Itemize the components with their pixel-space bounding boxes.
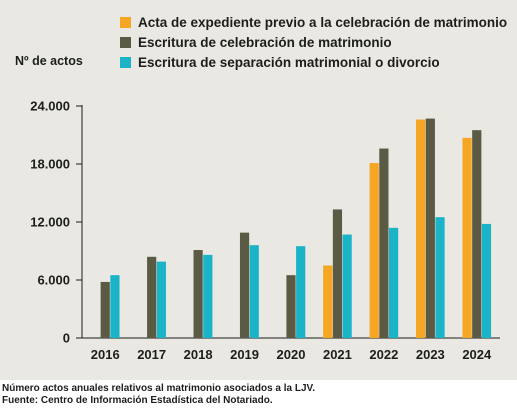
bar bbox=[332, 209, 343, 338]
bar bbox=[472, 130, 482, 338]
legend-swatch-escritura-celebracion bbox=[120, 36, 131, 48]
y-tick-label: 6.000 bbox=[37, 273, 70, 288]
legend-item-acta: Acta de expediente previo a la celebraci… bbox=[120, 12, 507, 32]
bar bbox=[100, 281, 110, 338]
bar bbox=[462, 137, 472, 338]
y-tick-label: 12.000 bbox=[30, 215, 70, 230]
legend-label-escritura-celebracion: Escritura de celebración de matrimonio bbox=[138, 34, 392, 50]
bar bbox=[239, 232, 250, 338]
y-tick-label: 0 bbox=[63, 331, 70, 346]
footer-note: Número actos anuales relativos al matrim… bbox=[2, 383, 316, 394]
x-tick-label: 2019 bbox=[230, 347, 259, 362]
legend: Acta de expediente previo a la celebraci… bbox=[120, 12, 507, 72]
x-tick-label: 2022 bbox=[369, 347, 398, 362]
legend-label-acta: Acta de expediente previo a la celebraci… bbox=[138, 14, 508, 30]
bar bbox=[147, 256, 157, 338]
legend-item-escritura-celebracion: Escritura de celebración de matrimonio bbox=[120, 32, 507, 52]
bar bbox=[342, 234, 352, 338]
bar bbox=[379, 148, 389, 338]
x-tick-label: 2018 bbox=[184, 347, 213, 362]
legend-swatch-acta bbox=[120, 16, 131, 28]
x-tick-label: 2017 bbox=[137, 347, 166, 362]
footer: Número actos anuales relativos al matrim… bbox=[2, 383, 315, 407]
x-tick-label: 2021 bbox=[323, 347, 352, 362]
x-tick-label: 2024 bbox=[462, 347, 492, 362]
bar bbox=[110, 275, 120, 338]
x-tick-label: 2020 bbox=[277, 347, 306, 362]
bar-chart: 0 6.000 12.000 18.000 24.000 2016 2017 2018 2019… bbox=[30, 99, 500, 362]
footer-source: Fuente: Centro de Información Estadístic… bbox=[2, 395, 273, 406]
bar bbox=[296, 246, 306, 338]
legend-swatch-escritura-separacion bbox=[120, 56, 131, 68]
bar bbox=[481, 223, 492, 338]
y-axis-title: Nº de actos bbox=[15, 54, 83, 68]
x-tick-label: 2016 bbox=[91, 347, 120, 362]
legend-item-escritura-separacion: Escritura de separación matrimonial o di… bbox=[120, 52, 507, 72]
bar bbox=[286, 275, 296, 338]
legend-label-escritura-separacion: Escritura de separación matrimonial o di… bbox=[138, 54, 440, 70]
bar bbox=[193, 250, 203, 338]
bar bbox=[435, 217, 445, 338]
bar bbox=[369, 163, 379, 338]
y-tick-label: 24.000 bbox=[30, 99, 70, 114]
bar bbox=[416, 119, 426, 339]
y-tick-label: 18.000 bbox=[30, 157, 70, 172]
bar bbox=[425, 118, 435, 338]
x-tick-label: 2023 bbox=[416, 347, 445, 362]
chart-panel: Acta de expediente previo a la celebraci… bbox=[0, 0, 517, 380]
bar bbox=[156, 261, 166, 338]
bar bbox=[203, 254, 213, 338]
bar bbox=[323, 265, 333, 338]
bar bbox=[249, 245, 259, 338]
bar bbox=[388, 227, 399, 338]
